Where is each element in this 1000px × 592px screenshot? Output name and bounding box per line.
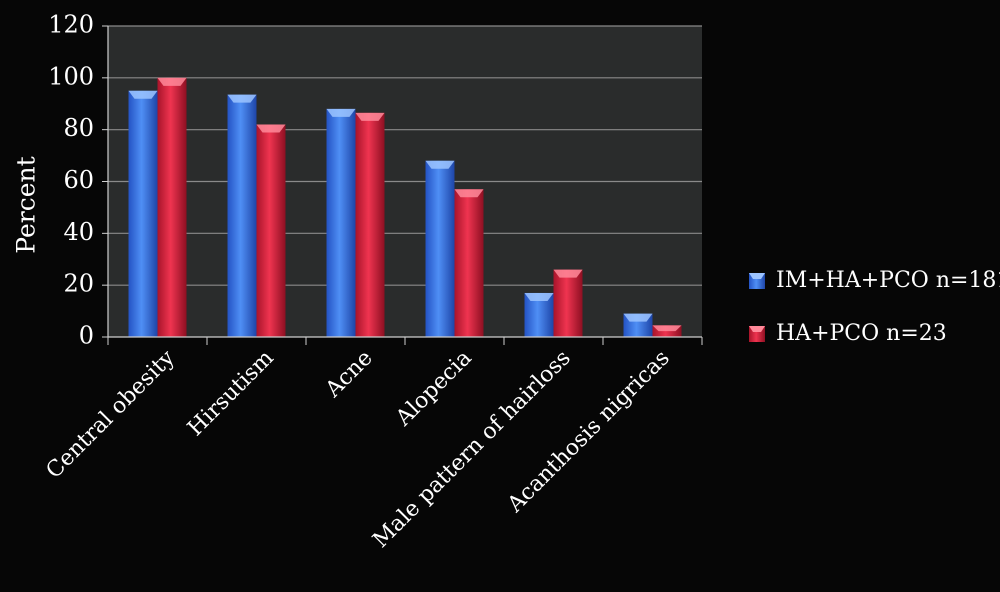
y-tick-label: 40 [63,218,94,246]
legend-swatch-bevel [749,273,765,279]
bar-bevel [326,108,356,117]
bar [454,189,484,337]
bar [355,112,385,337]
x-tick-label: Acne [320,346,378,404]
legend-label: HA+PCO n=23 [776,321,947,346]
bar [227,94,257,337]
x-tick-label: Male pattern of hairloss [368,346,575,553]
bar-bevel [524,292,554,301]
y-axis-label: Percent [12,156,41,253]
bar-bevel [652,325,682,332]
bar [425,160,455,337]
x-tick-label: Alopecia [391,346,477,432]
bar-bevel [623,313,653,322]
bar [128,90,158,338]
bar-bevel [355,112,385,121]
bar-bevel [256,124,286,133]
y-tick-label: 0 [79,322,94,350]
bars [128,77,682,338]
bar [553,269,583,337]
x-tick-label: Hirsutism [183,345,279,441]
bar [256,124,286,337]
y-tick-label: 20 [63,270,94,298]
bar-bevel [553,269,583,278]
gridlines [108,25,702,286]
legend-label: IM+HA+PCO n=181 [776,268,1000,293]
legend: IM+HA+PCO n=181 HA+PCO n=23 [749,268,1000,346]
y-tick-label: 120 [48,11,94,39]
bar [326,108,356,337]
bar-bevel [157,77,187,86]
x-tick-label: Central obesity [42,345,181,484]
bar-bevel [425,160,455,169]
bar-bevel [128,90,158,99]
bar [157,77,187,337]
x-tick-label: Acanthosis nigricas [502,346,674,518]
legend-swatch-bevel [749,326,765,332]
y-tick-label: 80 [63,114,94,142]
y-tick-label: 100 [48,62,94,90]
bar-bevel [454,189,484,198]
bar-bevel [227,94,257,103]
y-tick-label: 60 [63,166,94,194]
